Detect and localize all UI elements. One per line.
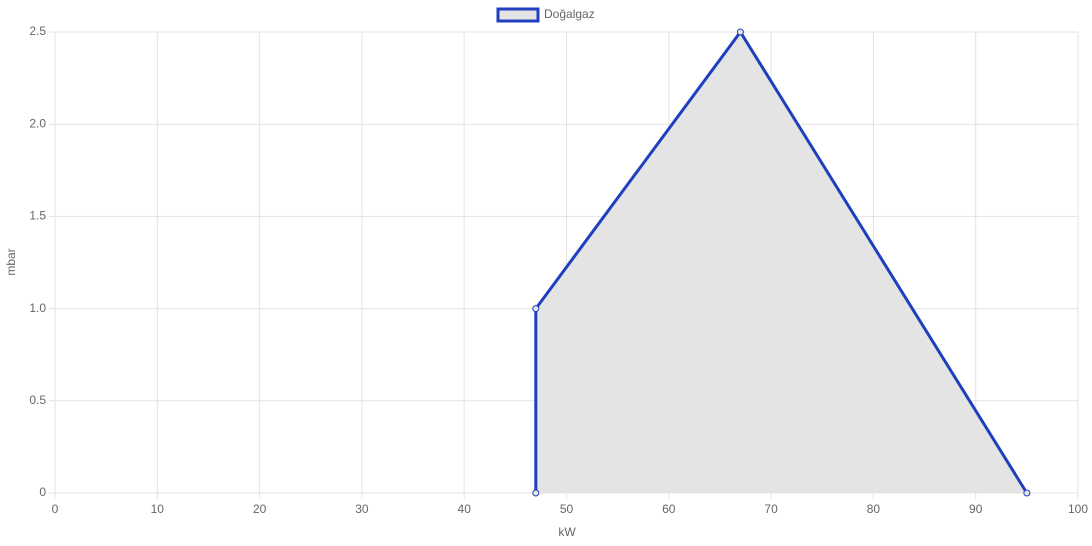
x-tick-label: 100 — [1068, 502, 1088, 516]
y-tick-label: 0.5 — [29, 393, 46, 407]
x-tick-label: 30 — [355, 502, 369, 516]
line — [534, 30, 1029, 494]
x-tick-label: 90 — [969, 502, 983, 516]
point — [1023, 489, 1031, 497]
y-tick-label: 2.0 — [29, 116, 46, 130]
y-tick-label: 1.5 — [29, 209, 46, 223]
x-axis-label: kW — [558, 525, 576, 539]
point — [532, 305, 540, 313]
point — [736, 28, 744, 36]
y-axis-label: mbar — [4, 248, 18, 275]
x-tick-label: 50 — [560, 502, 574, 516]
x-tick-label: 10 — [151, 502, 165, 516]
x-tick-label: 80 — [867, 502, 881, 516]
legend-swatch — [496, 7, 540, 23]
x-tick-label: 60 — [662, 502, 676, 516]
x-tick-label: 0 — [52, 502, 59, 516]
y-tick-label: 0 — [39, 485, 46, 499]
area — [535, 32, 1027, 493]
x-tick-label: 70 — [764, 502, 778, 516]
x-tick-label: 20 — [253, 502, 267, 516]
x-tick-label: 40 — [458, 502, 472, 516]
legend-label: Doğalgaz — [544, 7, 595, 21]
y-tick-label: 1.0 — [29, 301, 46, 315]
point — [532, 489, 540, 497]
y-tick-label: 2.5 — [29, 24, 46, 38]
